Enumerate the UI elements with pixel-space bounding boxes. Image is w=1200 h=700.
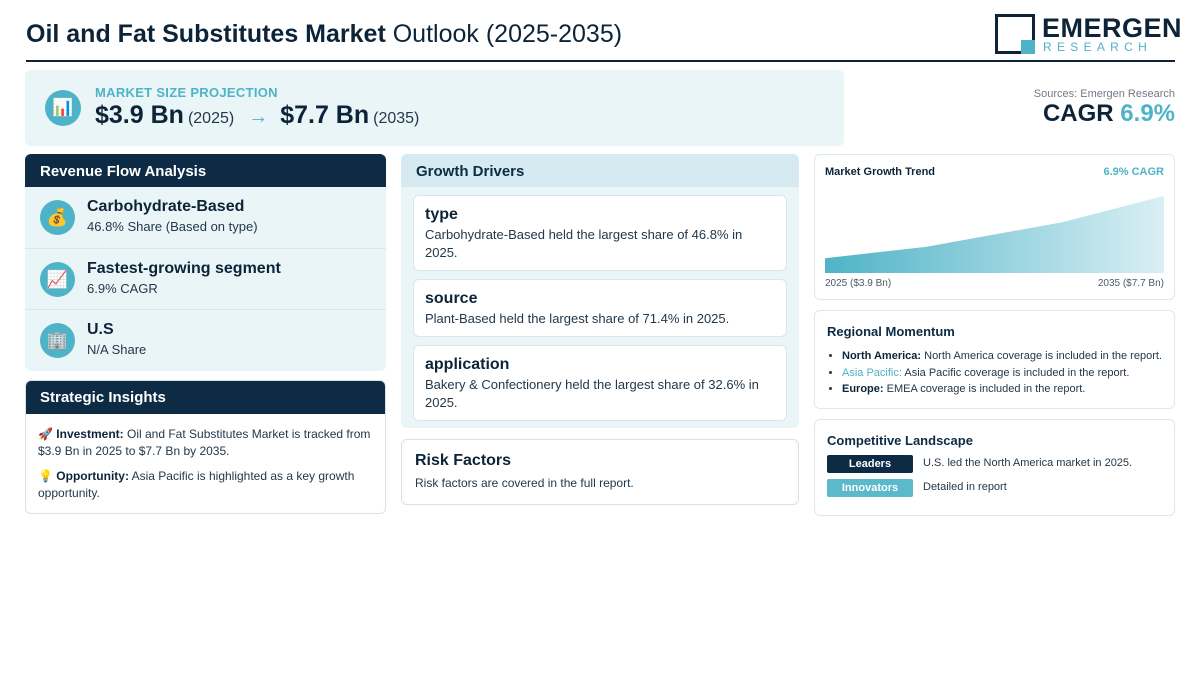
revenue-item-subtitle: 46.8% Share (Based on type) <box>87 219 258 234</box>
driver-card-title: type <box>425 206 458 223</box>
revenue-item: 📈 Fastest-growing segment 6.9% CAGR <box>25 248 386 309</box>
region-list: North America: North America coverage is… <box>842 348 1162 398</box>
cagr-value: 6.9% <box>1120 100 1175 127</box>
revenue-item-subtitle: 6.9% CAGR <box>87 281 158 296</box>
logo-name: EMERGEN <box>1042 13 1183 43</box>
driver-card-text: Carbohydrate-Based held the largest shar… <box>425 227 743 260</box>
projection-values: $3.9 Bn (2025) → $7.7 Bn (2035) <box>95 101 419 130</box>
revenue-item-title: U.S <box>87 321 114 338</box>
competitive-row-text: U.S. led the North America market in 202… <box>923 457 1133 469</box>
driver-card-title: source <box>425 290 478 307</box>
leaders-badge: Leaders <box>827 455 913 473</box>
list-item: Europe: EMEA coverage is included in the… <box>842 381 1162 398</box>
regional-momentum-panel: Regional Momentum North America: North A… <box>814 310 1175 409</box>
driver-card-type: type Carbohydrate-Based held the largest… <box>413 195 787 271</box>
competitive-row-text: Detailed in report <box>923 481 1007 493</box>
logo-mark-icon <box>995 14 1035 54</box>
lightbulb-icon: 💡 <box>38 469 53 483</box>
revenue-item-title: Fastest-growing segment <box>87 260 281 277</box>
trend-area-series <box>825 195 1164 273</box>
risk-factors-heading: Risk Factors <box>415 452 512 469</box>
driver-card-source: source Plant-Based held the largest shar… <box>413 279 787 337</box>
office-building-icon: 🏢 <box>40 323 75 358</box>
driver-card-text: Plant-Based held the largest share of 71… <box>425 311 730 326</box>
projection-end-year: (2035) <box>373 110 420 127</box>
innovators-badge: Innovators <box>827 479 913 497</box>
region-text: North America coverage is included in th… <box>924 350 1162 362</box>
region-text: EMEA coverage is included in the report. <box>886 383 1086 395</box>
revenue-item-title: Carbohydrate-Based <box>87 198 245 215</box>
risk-factors-panel: Risk Factors Risk factors are covered in… <box>401 439 799 505</box>
revenue-item-subtitle: N/A Share <box>87 342 147 357</box>
projection-start-year: (2025) <box>187 110 235 127</box>
title-light: Outlook (2025-2035) <box>392 20 623 48</box>
market-size-projection: 📊 MARKET SIZE PROJECTION $3.9 Bn (2025) → $… <box>25 70 844 146</box>
money-bag-icon: 💰 <box>40 200 75 235</box>
market-growth-trend-chart: Market Growth Trend 6.9% CAGR 2025 ($3.9… <box>814 154 1175 300</box>
sources-note: Sources: Emergen Research <box>1033 88 1175 100</box>
arrow-right-icon: → <box>248 106 269 128</box>
strategic-insights-heading: Strategic Insights <box>26 381 385 414</box>
revenue-flow-heading: Revenue Flow Analysis <box>25 154 386 187</box>
title-bold: Oil and Fat Substitutes Market <box>26 20 386 48</box>
projection-label: MARKET SIZE PROJECTION <box>95 85 278 100</box>
cagr-label: CAGR <box>1042 100 1114 127</box>
growth-drivers-panel: Growth Drivers type Carbohydrate-Based h… <box>401 154 799 428</box>
insight-investment: 🚀 Investment: Oil and Fat Substitutes Ma… <box>38 426 378 460</box>
page-title: Oil and Fat Substitutes Market Outlook (… <box>26 20 622 49</box>
insight-label: Investment: <box>56 427 124 441</box>
trend-title: Market Growth Trend <box>825 166 936 178</box>
risk-factors-text: Risk factors are covered in the full rep… <box>415 476 634 490</box>
strategic-insights-panel: Strategic Insights 🚀 Investment: Oil and… <box>25 380 386 514</box>
trend-start-label: 2025 ($3.9 Bn) <box>825 278 892 289</box>
trend-cagr-label: 6.9% CAGR <box>1103 166 1164 178</box>
insight-text: Asia Pacific is highlighted as a key gro… <box>38 469 355 500</box>
region-name: Europe: <box>842 383 884 395</box>
insight-opportunity: 💡 Opportunity: Asia Pacific is highlight… <box>38 468 378 502</box>
regional-momentum-heading: Regional Momentum <box>827 324 955 339</box>
driver-card-title: application <box>425 356 510 373</box>
region-name: Asia Pacific: <box>842 366 902 379</box>
revenue-item: 🏢 U.S N/A Share <box>25 309 386 370</box>
competitive-landscape-panel: Competitive Landscape Leaders U.S. led t… <box>814 419 1175 516</box>
projection-end-value: $7.7 Bn <box>280 101 370 129</box>
list-item: Asia Pacific: Asia Pacific coverage is i… <box>842 365 1162 382</box>
trend-end-label: 2035 ($7.7 Bn) <box>1097 278 1164 289</box>
insight-text: Oil and Fat Substitutes Market is tracke… <box>38 427 371 458</box>
driver-card-application: application Bakery & Confectionery held … <box>413 345 787 421</box>
header-divider <box>26 60 1175 62</box>
driver-card-text: Bakery & Confectionery held the largest … <box>425 377 759 410</box>
trend-up-icon: 📈 <box>40 262 75 297</box>
competitive-landscape-heading: Competitive Landscape <box>827 433 973 448</box>
revenue-flow-panel: Revenue Flow Analysis 💰 Carbohydrate-Bas… <box>25 154 386 371</box>
cagr-summary: CAGR 6.9% <box>1043 100 1175 128</box>
logo-subtitle: RESEARCH <box>1043 40 1153 54</box>
bar-chart-icon: 📊 <box>45 90 81 126</box>
emergen-logo[interactable]: EMERGEN RESEARCH <box>995 13 1182 56</box>
region-name: North America: <box>842 350 922 362</box>
insight-label: Opportunity: <box>56 469 129 483</box>
projection-start-value: $3.9 Bn <box>95 101 184 129</box>
trend-area-plot <box>825 195 1164 273</box>
growth-drivers-heading: Growth Drivers <box>401 154 799 187</box>
revenue-item: 💰 Carbohydrate-Based 46.8% Share (Based … <box>25 187 386 248</box>
region-text: Asia Pacific coverage is included in the… <box>904 366 1130 379</box>
rocket-icon: 🚀 <box>38 427 53 441</box>
list-item: North America: North America coverage is… <box>842 348 1162 365</box>
